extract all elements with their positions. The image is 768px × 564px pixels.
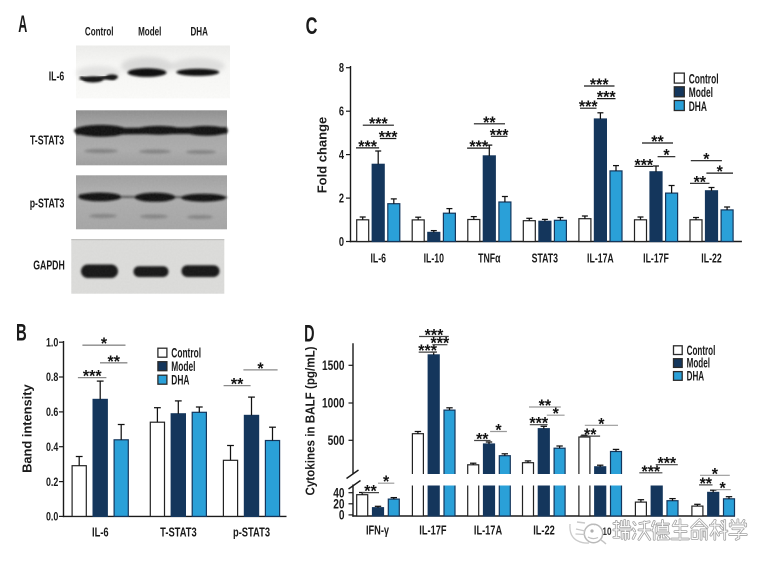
svg-text:DHA: DHA — [687, 370, 705, 385]
svg-text:*: * — [495, 421, 502, 439]
svg-text:**: ** — [539, 397, 552, 415]
svg-text:1000: 1000 — [322, 395, 345, 411]
svg-text:0.0: 0.0 — [46, 510, 58, 524]
svg-text:***: *** — [641, 463, 660, 481]
svg-text:8: 8 — [339, 62, 344, 76]
svg-text:IL-10: IL-10 — [424, 252, 444, 266]
svg-text:IL-6: IL-6 — [49, 70, 65, 84]
svg-text:IL-17A: IL-17A — [474, 524, 502, 538]
svg-text:***: *** — [369, 115, 388, 133]
svg-text:B: B — [16, 320, 27, 346]
svg-text:IL-17F: IL-17F — [419, 524, 446, 538]
svg-text:Control: Control — [171, 347, 201, 361]
svg-text:***: *** — [418, 342, 437, 360]
svg-text:**: ** — [476, 430, 489, 448]
svg-text:*: * — [101, 335, 108, 353]
svg-text:40: 40 — [333, 485, 345, 501]
svg-text:*: * — [717, 163, 724, 181]
svg-text:*: * — [598, 415, 605, 433]
svg-text:***: *** — [529, 414, 548, 432]
svg-text:*: * — [712, 465, 719, 483]
svg-text:***: *** — [634, 156, 653, 174]
svg-text:Band intensity: Band intensity — [21, 384, 35, 473]
svg-text:**: ** — [364, 482, 377, 500]
svg-text:IL-6: IL-6 — [92, 526, 109, 540]
svg-text:***: *** — [379, 128, 398, 146]
svg-text:***: *** — [425, 326, 444, 344]
svg-text:C: C — [306, 13, 318, 40]
svg-text:A: A — [18, 12, 27, 38]
svg-text:0.8: 0.8 — [46, 371, 58, 385]
svg-text:***: *** — [358, 138, 377, 156]
svg-text:*: * — [383, 473, 390, 491]
svg-text:GAPDH: GAPDH — [33, 259, 65, 273]
svg-text:STAT3: STAT3 — [532, 252, 558, 266]
svg-text:6: 6 — [339, 105, 344, 119]
svg-text:0: 0 — [339, 507, 345, 523]
svg-text:***: *** — [597, 88, 616, 106]
svg-text:1500: 1500 — [322, 357, 345, 373]
svg-text:**: ** — [584, 426, 597, 444]
svg-text:500: 500 — [328, 432, 345, 448]
svg-text:D: D — [304, 321, 314, 348]
svg-text:0.6: 0.6 — [46, 406, 58, 420]
svg-text:IL-17F: IL-17F — [643, 252, 669, 266]
svg-text:**: ** — [483, 114, 496, 132]
svg-text:DHA: DHA — [190, 26, 208, 39]
svg-text:***: *** — [469, 138, 488, 156]
svg-text:IL-22: IL-22 — [701, 252, 721, 266]
svg-text:p-STAT3: p-STAT3 — [30, 197, 65, 211]
svg-text:p-STAT3: p-STAT3 — [233, 526, 270, 540]
svg-text:IL-6: IL-6 — [370, 252, 386, 266]
svg-text:IL-22: IL-22 — [533, 524, 555, 538]
svg-text:10: 10 — [602, 526, 611, 538]
svg-text:DHA: DHA — [171, 374, 189, 388]
svg-text:Model: Model — [138, 26, 161, 39]
svg-text:0.4: 0.4 — [46, 441, 58, 455]
svg-text:Model: Model — [171, 360, 195, 374]
svg-text:0.2: 0.2 — [46, 476, 58, 490]
svg-text:**: ** — [231, 375, 244, 393]
svg-text:0: 0 — [339, 236, 344, 250]
svg-text:Model: Model — [689, 86, 713, 101]
svg-text:1.0: 1.0 — [46, 336, 58, 350]
svg-text:*: * — [257, 360, 264, 378]
svg-text:2: 2 — [339, 192, 344, 206]
svg-text:**: ** — [700, 475, 713, 493]
svg-text:4: 4 — [339, 149, 345, 163]
svg-text:*: * — [663, 146, 670, 164]
svg-text:Control: Control — [689, 72, 719, 87]
svg-text:**: ** — [651, 133, 664, 151]
svg-text:Control: Control — [687, 344, 716, 359]
svg-text:***: *** — [490, 126, 509, 144]
svg-text:20: 20 — [333, 496, 345, 512]
svg-text:T-STAT3: T-STAT3 — [30, 134, 64, 148]
svg-text:***: *** — [657, 454, 676, 472]
svg-text:*: * — [553, 405, 560, 423]
svg-text:***: *** — [83, 367, 102, 385]
svg-text:***: *** — [431, 334, 450, 352]
svg-text:*: * — [719, 479, 726, 497]
svg-text:DHA: DHA — [689, 100, 708, 115]
svg-text:IL-17A: IL-17A — [587, 252, 614, 266]
svg-text:**: ** — [107, 353, 120, 371]
svg-text:Model: Model — [687, 357, 710, 372]
svg-text:***: *** — [579, 98, 598, 116]
svg-text:*: * — [703, 150, 710, 168]
svg-text:Fold change: Fold change — [315, 117, 330, 194]
svg-text:IFN-γ: IFN-γ — [366, 524, 390, 538]
svg-text:T-STAT3: T-STAT3 — [160, 526, 197, 540]
svg-text:**: ** — [694, 173, 707, 191]
svg-text:TNFα: TNFα — [478, 252, 501, 266]
svg-text:Control: Control — [85, 26, 114, 39]
svg-text:Cytokines in BALF (pg/mL): Cytokines in BALF (pg/mL) — [303, 346, 317, 495]
svg-text:***: *** — [590, 76, 609, 94]
